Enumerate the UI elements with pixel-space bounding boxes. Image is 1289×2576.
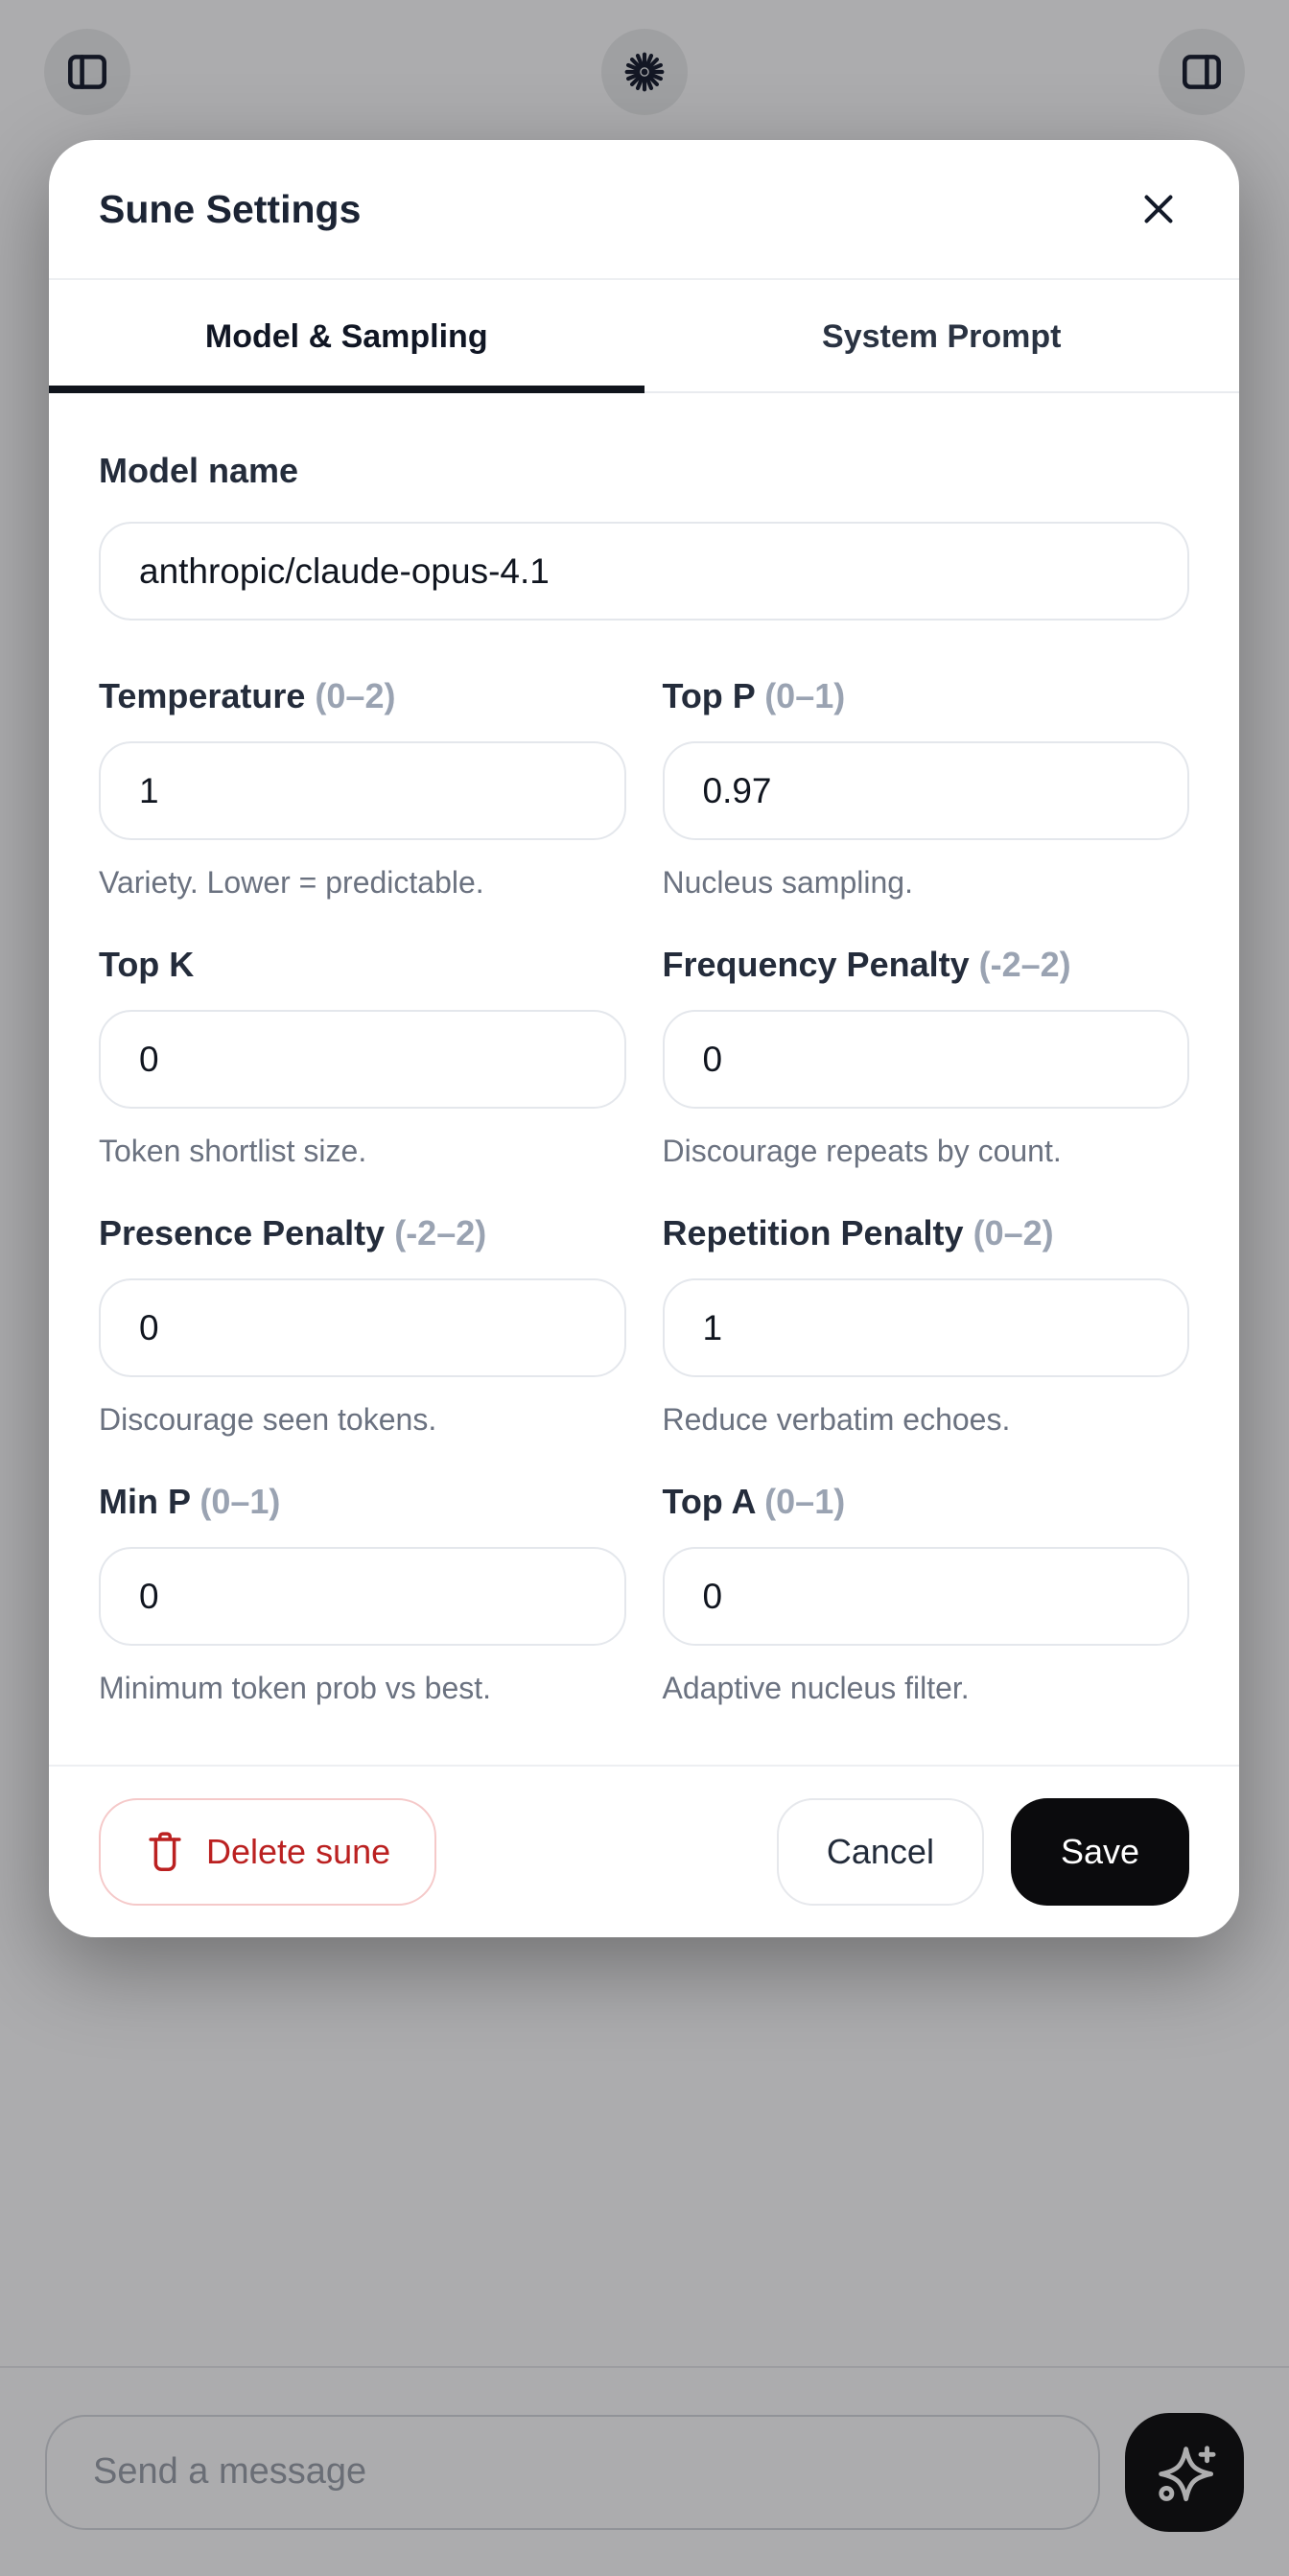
- sune-settings-modal: Sune Settings Model & Sampling System Pr…: [49, 140, 1239, 1937]
- presence-penalty-range: (-2–2): [394, 1213, 487, 1253]
- tabs-divider: [49, 391, 1239, 393]
- sparkle-icon: [1147, 2435, 1222, 2510]
- sampling-grid: Temperature (0–2) Variety. Lower = predi…: [99, 676, 1189, 1750]
- new-sune-button[interactable]: [1125, 2412, 1244, 2532]
- top-p-label: Top P: [662, 676, 756, 715]
- top-a-input[interactable]: [662, 1547, 1189, 1646]
- min-p-range: (0–1): [199, 1482, 281, 1521]
- frequency-penalty-range: (-2–2): [978, 945, 1071, 984]
- top-k-help: Token shortlist size.: [99, 1134, 367, 1168]
- presence-penalty-help: Discourage seen tokens.: [99, 1402, 437, 1437]
- modal-tabs: Model & Sampling System Prompt: [49, 280, 1239, 393]
- min-p-label: Min P: [99, 1482, 191, 1521]
- message-composer-bar: [0, 2366, 1289, 2576]
- modal-title: Sune Settings: [99, 186, 362, 231]
- tab-system-prompt[interactable]: System Prompt: [644, 280, 1240, 393]
- field-temperature: Temperature (0–2) Variety. Lower = predi…: [99, 676, 626, 901]
- field-presence-penalty: Presence Penalty (-2–2) Discourage seen …: [99, 1213, 626, 1438]
- modal-content: Model name Temperature (0–2) Variety. Lo…: [49, 393, 1239, 1765]
- footer-actions: Cancel Save: [776, 1798, 1189, 1906]
- presence-penalty-input[interactable]: [99, 1278, 626, 1377]
- burst-menu-button[interactable]: [601, 29, 688, 115]
- temperature-label: Temperature: [99, 676, 306, 715]
- repetition-penalty-input[interactable]: [662, 1278, 1189, 1377]
- repetition-penalty-label: Repetition Penalty: [662, 1213, 964, 1253]
- field-min-p: Min P (0–1) Minimum token prob vs best.: [99, 1482, 626, 1706]
- close-button[interactable]: [1132, 182, 1185, 236]
- field-top-p: Top P (0–1) Nucleus sampling.: [662, 676, 1189, 901]
- min-p-input[interactable]: [99, 1547, 626, 1646]
- top-p-input[interactable]: [662, 741, 1189, 840]
- close-icon: [1137, 187, 1181, 231]
- trash-icon: [145, 1830, 185, 1874]
- tab-model-and-sampling[interactable]: Model & Sampling: [49, 280, 644, 393]
- temperature-range: (0–2): [315, 676, 396, 715]
- temperature-input[interactable]: [99, 741, 626, 840]
- modal-header: Sune Settings: [49, 140, 1239, 280]
- model-name-input[interactable]: [99, 522, 1189, 621]
- model-name-label: Model name: [99, 451, 299, 490]
- temperature-help: Variety. Lower = predictable.: [99, 865, 484, 900]
- right-sidebar-toggle-button[interactable]: [1159, 29, 1245, 115]
- burst-icon: [621, 48, 668, 96]
- panel-right-icon: [1178, 48, 1226, 96]
- delete-sune-label: Delete sune: [206, 1832, 391, 1871]
- repetition-penalty-help: Reduce verbatim echoes.: [662, 1402, 1011, 1437]
- send-message-input[interactable]: [45, 2414, 1100, 2530]
- panel-left-icon: [63, 48, 111, 96]
- frequency-penalty-input[interactable]: [662, 1010, 1189, 1109]
- field-frequency-penalty: Frequency Penalty (-2–2) Discourage repe…: [662, 945, 1189, 1169]
- tab-label: System Prompt: [822, 317, 1062, 355]
- top-a-range: (0–1): [764, 1482, 846, 1521]
- delete-sune-button[interactable]: Delete sune: [99, 1798, 437, 1906]
- tab-label: Model & Sampling: [204, 317, 488, 355]
- top-k-label: Top K: [99, 945, 195, 984]
- frequency-penalty-help: Discourage repeats by count.: [662, 1134, 1062, 1168]
- top-p-range: (0–1): [764, 676, 846, 715]
- top-p-help: Nucleus sampling.: [662, 865, 913, 900]
- cancel-button[interactable]: Cancel: [776, 1798, 984, 1906]
- frequency-penalty-label: Frequency Penalty: [662, 945, 970, 984]
- field-top-k: Top K Token shortlist size.: [99, 945, 626, 1169]
- modal-footer: Delete sune Cancel Save: [49, 1765, 1239, 1937]
- save-button[interactable]: Save: [1010, 1798, 1189, 1906]
- min-p-help: Minimum token prob vs best.: [99, 1671, 492, 1705]
- top-a-help: Adaptive nucleus filter.: [662, 1671, 970, 1705]
- left-sidebar-toggle-button[interactable]: [44, 29, 130, 115]
- top-a-label: Top A: [662, 1482, 756, 1521]
- top-bar: [0, 0, 1289, 144]
- field-repetition-penalty: Repetition Penalty (0–2) Reduce verbatim…: [662, 1213, 1189, 1438]
- field-top-a: Top A (0–1) Adaptive nucleus filter.: [662, 1482, 1189, 1706]
- top-k-input[interactable]: [99, 1010, 626, 1109]
- presence-penalty-label: Presence Penalty: [99, 1213, 386, 1253]
- repetition-penalty-range: (0–2): [973, 1213, 1054, 1253]
- active-tab-underline: [49, 386, 644, 393]
